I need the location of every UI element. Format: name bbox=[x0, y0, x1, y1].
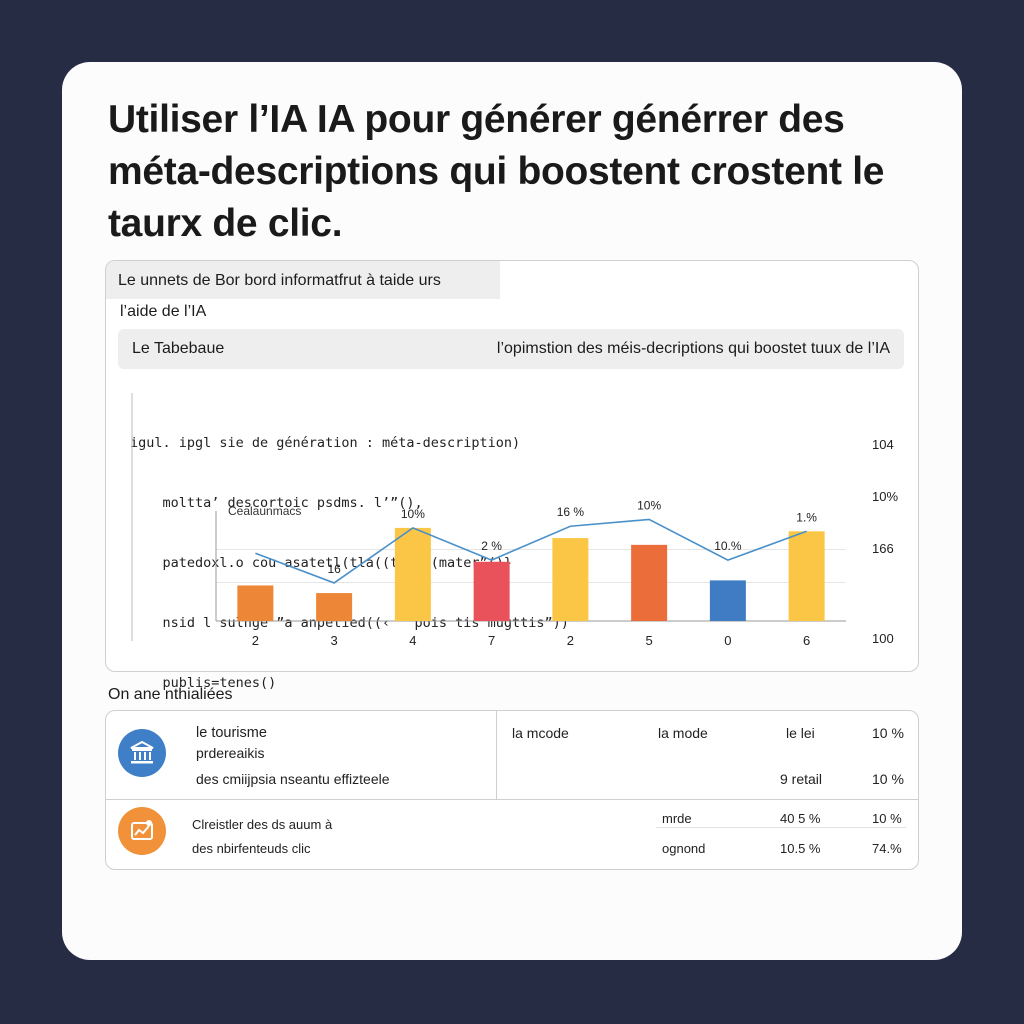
row2-b-value: 10.5 % bbox=[780, 841, 821, 856]
row1-title: le tourisme bbox=[196, 725, 267, 741]
chart-board-icon bbox=[118, 807, 166, 855]
row2-b-pct: 74.% bbox=[872, 841, 902, 856]
code-line: nsid l sulnge ”a anpetied((‹ “pois tis m… bbox=[130, 615, 569, 631]
code-line: igul. ipgl sie de génération : méta-desc… bbox=[130, 435, 521, 451]
y-axis-label: 10% bbox=[872, 489, 898, 504]
x-tick-label: 2 bbox=[252, 633, 259, 648]
row2-desc: des nbirfenteuds clic bbox=[192, 841, 311, 856]
dashboard-panel: Le unnets de Bor bord informatfrut à tai… bbox=[105, 260, 919, 691]
series-label: Cealaunmacs bbox=[228, 504, 301, 518]
bank-icon bbox=[118, 729, 166, 777]
y-axis-label: 104 bbox=[872, 437, 894, 452]
row1-col3-second: 9 retail bbox=[780, 771, 823, 787]
section-label: On ane nthialiées bbox=[108, 686, 233, 703]
data-table: le tourisme prdereaikis des cmiijpsia ns… bbox=[105, 710, 919, 870]
y-axis-label: 166 bbox=[872, 541, 894, 556]
chart-bar bbox=[394, 527, 431, 621]
data-label: 10% bbox=[637, 498, 661, 512]
x-tick-label: 7 bbox=[488, 633, 495, 648]
chart-line bbox=[255, 518, 807, 584]
chart-bar bbox=[552, 538, 589, 621]
code-line: moltta’ descortoic psdms. l’”(), bbox=[130, 495, 423, 511]
chart-bar bbox=[237, 585, 274, 621]
x-tick-label: 3 bbox=[331, 633, 338, 648]
dashboard-bar: Le Tabebaue l’opimstion des méis-decript… bbox=[118, 329, 904, 369]
row2-a-pct: 10 % bbox=[872, 811, 902, 826]
chart-bar bbox=[316, 593, 353, 621]
row2-title: Clreistler des ds auum à bbox=[192, 817, 333, 832]
dashboard-header: Le unnets de Bor bord informatfrut à tai… bbox=[106, 261, 500, 299]
chart-bar bbox=[709, 580, 746, 621]
bar-left-label: Le Tabebaue bbox=[132, 340, 225, 357]
data-label: 16 % bbox=[557, 505, 585, 519]
x-tick-label: 2 bbox=[567, 633, 574, 648]
data-label: 1.% bbox=[796, 510, 817, 524]
divider bbox=[496, 711, 497, 799]
row1-col3: le lei bbox=[786, 725, 815, 741]
chart-bar bbox=[631, 544, 668, 621]
dashboard-subheader: l’aide de l’IA bbox=[120, 303, 207, 320]
row2-a-value: 40 5 % bbox=[780, 811, 821, 826]
row1-desc: des cmiijpsia nseantu effizteele bbox=[196, 771, 390, 787]
x-tick-label: 5 bbox=[646, 633, 653, 648]
row1-col4-second: 10 % bbox=[872, 771, 904, 787]
bar-right-label: l’opimstion des méis-decriptions qui boo… bbox=[496, 340, 890, 357]
row1-col1: la mcode bbox=[512, 725, 569, 741]
divider bbox=[106, 799, 918, 800]
row1-col4: 10 % bbox=[872, 725, 904, 741]
data-label: 10.% bbox=[714, 539, 742, 553]
page-title: Utiliser l’IA IA pour générer générrer d… bbox=[108, 98, 885, 245]
y-axis-label: 100 bbox=[872, 631, 894, 646]
chart-bar bbox=[788, 531, 825, 621]
row1-sub: prdereaikis bbox=[196, 745, 265, 761]
code-line: publis=tenes() bbox=[130, 675, 277, 691]
data-label: 16 bbox=[327, 562, 341, 576]
data-label: 2 % bbox=[481, 539, 502, 553]
x-tick-label: 6 bbox=[803, 633, 810, 648]
chart-bar bbox=[473, 561, 510, 621]
row2-b-label: ognond bbox=[662, 841, 706, 856]
bar-chart: Cealaunmacs 2 3 4 7 2 5 0 6 16 10% 2 % 16 % 10% 10.% 1… bbox=[131, 393, 898, 648]
row2-a-label: mrde bbox=[662, 811, 692, 826]
x-tick-label: 4 bbox=[409, 633, 416, 648]
main-card: Utiliser l’IA IA pour générer générrer d… bbox=[62, 62, 962, 960]
x-tick-label: 0 bbox=[724, 633, 731, 648]
data-label: 10% bbox=[401, 507, 425, 521]
code-snippet: igul. ipgl sie de génération : méta-desc… bbox=[130, 393, 569, 733]
row1-col2: la mode bbox=[658, 725, 708, 741]
divider bbox=[656, 827, 906, 828]
